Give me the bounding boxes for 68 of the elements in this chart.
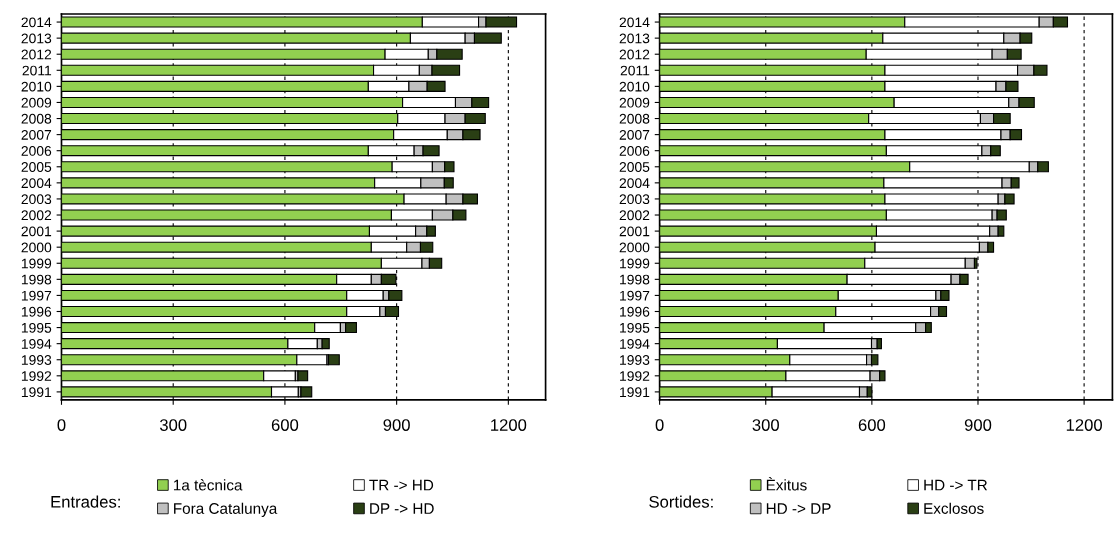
y-tick-label: 2014 (619, 17, 650, 28)
x-tick-label: 1200 (1066, 419, 1102, 431)
legend-label: TR -> HD (369, 479, 434, 491)
y-tick-label: 1996 (620, 306, 650, 317)
legend-label: HD -> TR (924, 479, 988, 491)
y-tick-label: 1994 (21, 338, 52, 349)
y-tick-label: 2002 (21, 210, 52, 221)
y-tick-label: 2009 (21, 97, 52, 108)
y-tick-label: 1991 (620, 387, 650, 398)
y-tick-label: 2007 (21, 129, 52, 140)
y-tick-label: 2011 (620, 65, 650, 76)
y-tick-label: 2002 (619, 210, 650, 221)
y-tick-label: 1998 (620, 274, 650, 285)
y-tick-label: 2008 (619, 113, 650, 124)
y-tick-label: 1996 (21, 306, 52, 317)
y-tick-label: 2008 (21, 113, 52, 124)
y-tick-label: 2006 (21, 146, 52, 156)
y-tick-label: 2000 (619, 242, 650, 253)
y-tick-label: 2005 (21, 162, 52, 172)
legend-title: Entrades: (51, 495, 120, 508)
y-tick-label: 2004 (21, 178, 52, 189)
y-tick-label: 2012 (619, 49, 650, 60)
y-tick-label: 1992 (620, 371, 650, 381)
y-tick-label: 2003 (619, 194, 650, 205)
y-tick-label: 1993 (620, 355, 650, 365)
y-tick-label: 1991 (21, 387, 52, 398)
x-tick-label: 600 (858, 419, 886, 431)
y-tick-label: 2000 (21, 242, 52, 253)
legend-label: 1a tècnica (173, 479, 243, 491)
y-tick-label: 2001 (619, 226, 650, 237)
y-tick-label: 1998 (21, 274, 52, 285)
y-tick-label: 1995 (620, 322, 650, 333)
y-tick-label: 2010 (619, 81, 650, 92)
y-tick-label: 2007 (619, 129, 650, 140)
x-tick-label: 600 (271, 419, 299, 431)
x-tick-label: 0 (57, 419, 66, 431)
y-tick-label: 2004 (619, 178, 650, 189)
y-tick-label: 2005 (619, 162, 650, 172)
legend-label: Èxitus (766, 477, 807, 491)
x-tick-label: 900 (964, 419, 992, 431)
y-tick-label: 1999 (620, 258, 650, 269)
y-tick-label: 2013 (21, 33, 52, 44)
y-tick-label: 2003 (21, 194, 52, 205)
y-tick-label: 1993 (21, 355, 52, 365)
legend-label: Exclosos (924, 502, 984, 514)
legend-title: Sortides: (649, 495, 713, 508)
x-tick-label: 300 (159, 419, 187, 431)
x-tick-label: 300 (752, 419, 779, 431)
y-tick-label: 1999 (21, 258, 52, 269)
y-tick-label: 2010 (21, 81, 52, 92)
y-tick-label: 2006 (619, 146, 650, 156)
legend-label: HD -> DP (766, 503, 831, 514)
legend-label: Fora Catalunya (174, 502, 278, 517)
y-tick-label: 2012 (21, 49, 52, 60)
x-tick-label: 0 (655, 419, 664, 431)
x-tick-label: 1200 (491, 419, 527, 431)
y-tick-label: 2014 (21, 17, 52, 28)
y-tick-label: 1992 (21, 371, 52, 381)
y-tick-label: 2009 (619, 97, 650, 108)
y-tick-label: 1997 (21, 290, 52, 301)
x-tick-label: 900 (383, 419, 410, 431)
y-tick-label: 1997 (620, 290, 650, 301)
y-tick-label: 1994 (620, 338, 650, 349)
y-tick-label: 1995 (21, 322, 52, 333)
legend-label: DP -> HD (370, 503, 434, 514)
y-tick-label: 2001 (21, 226, 52, 237)
y-tick-label: 2013 (619, 33, 650, 44)
y-tick-label: 2011 (22, 65, 52, 76)
